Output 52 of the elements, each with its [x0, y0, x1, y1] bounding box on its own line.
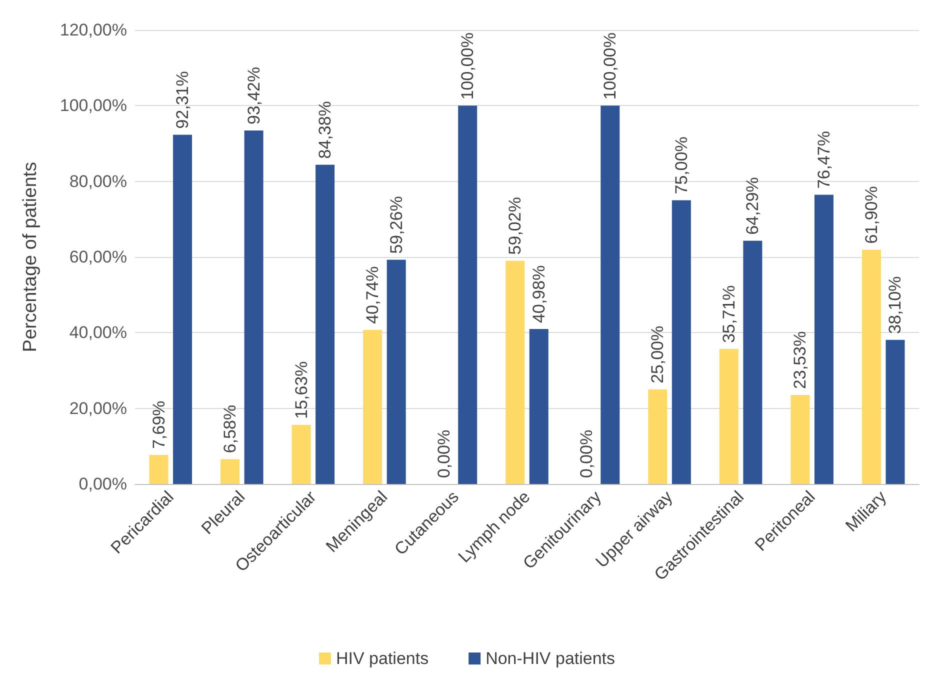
- bar: [886, 340, 905, 484]
- bar: [672, 200, 691, 484]
- bar: [220, 459, 240, 484]
- data-label: 84,38%: [316, 101, 335, 159]
- bar: [743, 240, 762, 484]
- data-label: 59,02%: [506, 197, 525, 255]
- data-label: 6,58%: [220, 404, 240, 454]
- data-label: 61,90%: [862, 186, 881, 244]
- bar: [173, 134, 192, 484]
- data-label: 76,47%: [814, 131, 834, 189]
- y-tick-label: 40,00%: [69, 323, 127, 342]
- bar: [149, 454, 168, 484]
- y-tick-label: 20,00%: [69, 398, 127, 418]
- bar: [862, 250, 881, 484]
- data-label: 59,26%: [386, 196, 406, 254]
- legend-label: Non-HIV patients: [486, 649, 616, 668]
- bar: [386, 260, 406, 484]
- data-label: 100,00%: [600, 32, 620, 100]
- data-label: 93,42%: [244, 66, 264, 125]
- data-label: 35,71%: [719, 285, 738, 343]
- data-label: 7,69%: [149, 400, 168, 449]
- data-label: 38,10%: [886, 276, 905, 334]
- data-label: 23,53%: [790, 331, 810, 389]
- y-tick-label: 100,00%: [60, 96, 127, 116]
- data-label: 75,00%: [672, 136, 691, 194]
- bar: [458, 106, 478, 484]
- bar: [292, 424, 311, 484]
- bar: [790, 394, 810, 484]
- bar: [814, 194, 834, 484]
- y-tick-label: 120,00%: [60, 20, 127, 40]
- data-label: 25,00%: [648, 326, 668, 384]
- bar: [648, 389, 668, 484]
- data-label: 92,31%: [173, 71, 192, 129]
- bar: [600, 106, 620, 484]
- data-label: 40,74%: [363, 266, 382, 324]
- bar: [316, 164, 335, 484]
- data-label: 100,00%: [458, 32, 478, 100]
- y-tick-label: 60,00%: [69, 248, 127, 266]
- bar: [529, 328, 548, 484]
- data-label: 15,63%: [292, 361, 311, 419]
- bar: [363, 330, 382, 484]
- y-tick-label: 80,00%: [69, 172, 127, 191]
- bar: [244, 130, 264, 484]
- bar: [506, 260, 525, 484]
- data-label: 0,00%: [434, 430, 454, 478]
- data-label: 64,29%: [743, 177, 762, 235]
- legend-label: HIV patients: [336, 649, 429, 668]
- bar: [719, 348, 738, 484]
- y-tick-label: 0,00%: [78, 474, 127, 494]
- data-label: 0,00%: [576, 430, 596, 478]
- data-label: 40,98%: [529, 265, 548, 323]
- y-axis-title: Percentage of patients: [20, 162, 41, 352]
